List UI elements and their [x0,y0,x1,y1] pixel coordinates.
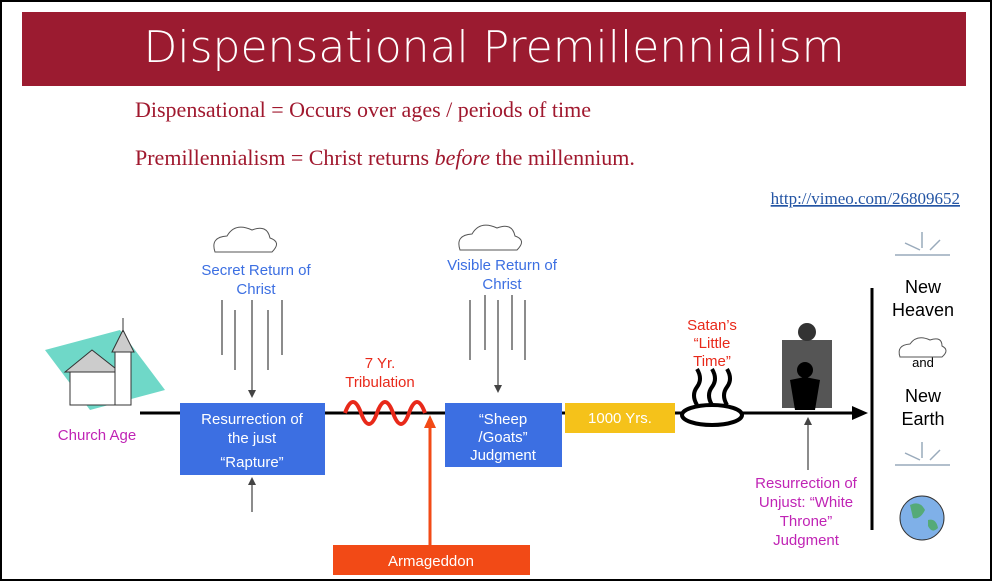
new-earth-label: Earth [901,409,944,429]
rapture-label: Resurrection of [201,411,304,428]
tribulation-label: 7 Yr. [365,355,396,372]
page: {"header": {"title": "Dispensational Pre… [0,0,992,581]
slide: Dispensational Premillennialism Dispensa… [0,0,992,581]
new-heaven-label: New [905,277,942,297]
tribulation-label: Tribulation [345,374,414,391]
sheep-goats-label: /Goats” [478,429,527,446]
secret-return-label: Secret Return of [201,262,311,279]
church-age-label: Church Age [58,427,136,444]
white-throne-label: Throne” [780,513,833,530]
visible-return-label: Christ [482,276,522,293]
little-time-label: Time” [693,353,731,370]
armageddon-label: Armageddon [388,553,474,570]
visible-return-label: Visible Return of [447,257,558,274]
new-heaven-label: Heaven [892,300,954,320]
millennium-label: 1000 Yrs. [588,410,652,427]
little-time-label: Satan’s [687,317,737,334]
definition: Premillennialism = Christ returns before… [135,145,635,170]
rapture-label: the just [228,430,277,447]
white-throne-label: Judgment [773,532,840,549]
definition-part: Premillennialism = Christ returns [135,145,435,170]
secret-return-label: Christ [236,281,276,298]
globe [900,496,944,540]
white-throne-label: Unjust: “White [759,494,853,511]
definition-emphasis: before [435,145,491,170]
link[interactable]: http://vimeo.com/26809652 [771,189,960,208]
sheep-goats-label: “Sheep [479,411,527,428]
definition: Dispensational = Occurs over ages / peri… [135,97,591,122]
definition-part: the millennium. [490,145,635,170]
sheep-goats-label: Judgment [470,447,537,464]
little-time-label: “Little [694,335,731,352]
title: Dispensational Premillennialism [143,22,844,73]
rapture-label: “Rapture” [220,454,283,471]
and-label: and [912,355,934,370]
new-earth-label: New [905,386,942,406]
white-throne-label: Resurrection of [755,475,858,492]
